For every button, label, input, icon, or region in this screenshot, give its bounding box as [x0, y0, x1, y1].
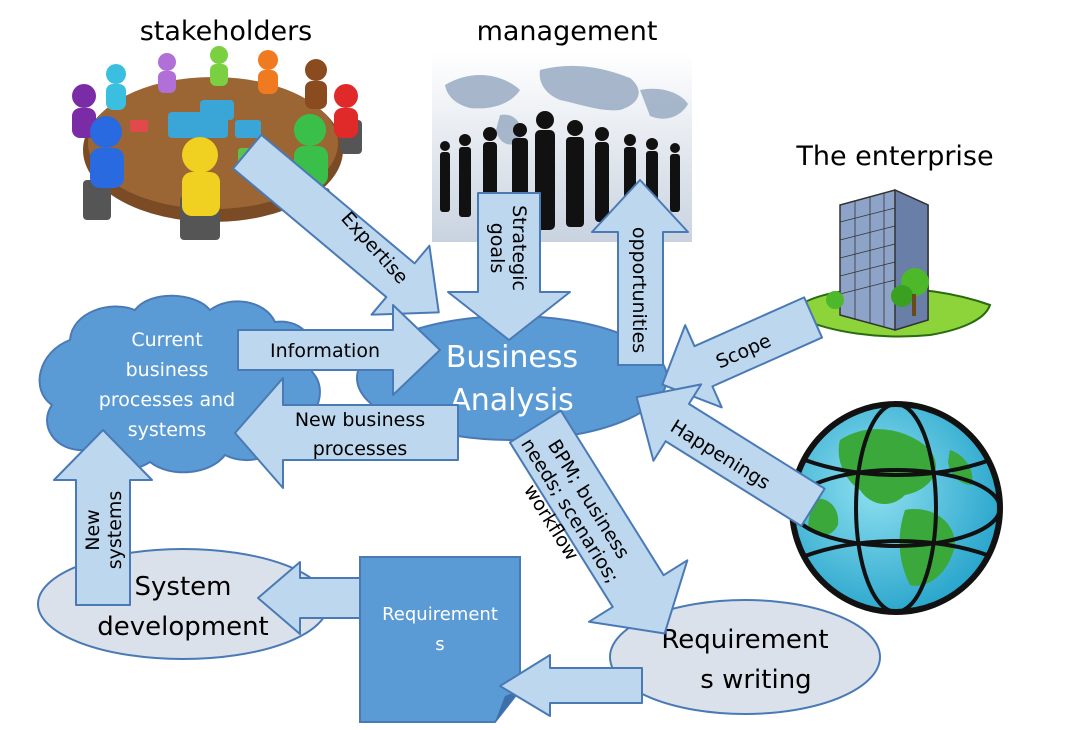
expertise-arrow	[232, 133, 440, 316]
requirements-writing-line-1: Requirement	[661, 625, 828, 655]
office-building-icon	[799, 188, 992, 338]
current-line-3: processes and	[99, 389, 235, 411]
current-processes-label: Current business processes and systems	[99, 329, 235, 441]
requirements-document-line-2: s	[435, 634, 444, 655]
system-development-line-2: development	[97, 612, 269, 642]
opportunities-arrow	[591, 179, 689, 366]
enterprise-title: The enterprise	[795, 141, 993, 172]
requirements-writing-line-2: s writing	[700, 665, 811, 695]
new-business-processes-line-1: New business	[295, 409, 425, 431]
business-analysis-line-1: Business	[446, 340, 578, 375]
system-development-line-1: System	[135, 572, 232, 602]
happenings-arrow	[635, 383, 826, 528]
bpm-arrow	[508, 409, 689, 635]
stakeholders-title: stakeholders	[140, 16, 313, 47]
opportunities-label: opportunities	[628, 227, 650, 353]
strategic-goals-arrow	[447, 192, 571, 341]
strategic-goals-line-2: goals	[486, 223, 508, 274]
strategic-goals-label: Strategic goals	[486, 205, 530, 291]
management-title: management	[477, 16, 658, 47]
new-business-processes-arrow	[234, 377, 459, 489]
globe-icon	[789, 401, 1003, 615]
business-analysis-line-2: Analysis	[450, 383, 574, 418]
requirements-document-node: Requirement s	[359, 556, 521, 723]
requirements-to-system-arrow	[257, 561, 361, 635]
new-business-processes-label: New business processes	[295, 409, 425, 460]
new-systems-label: New systems	[82, 491, 126, 570]
requirements-writing-node: Requirement s writing	[609, 599, 881, 715]
current-line-1: Current	[131, 329, 202, 351]
writing-to-requirements-arrow	[499, 654, 643, 717]
requirements-document-line-1: Requirement	[382, 604, 498, 625]
new-business-processes-line-2: processes	[313, 438, 408, 460]
current-line-2: business	[126, 359, 209, 381]
information-arrow	[237, 304, 441, 396]
current-line-4: systems	[128, 419, 207, 441]
information-label: Information	[270, 340, 380, 362]
strategic-goals-line-1: Strategic	[508, 205, 530, 291]
new-systems-line-2: systems	[104, 491, 126, 570]
new-systems-line-1: New	[82, 509, 104, 550]
new-systems-arrow	[53, 429, 153, 606]
